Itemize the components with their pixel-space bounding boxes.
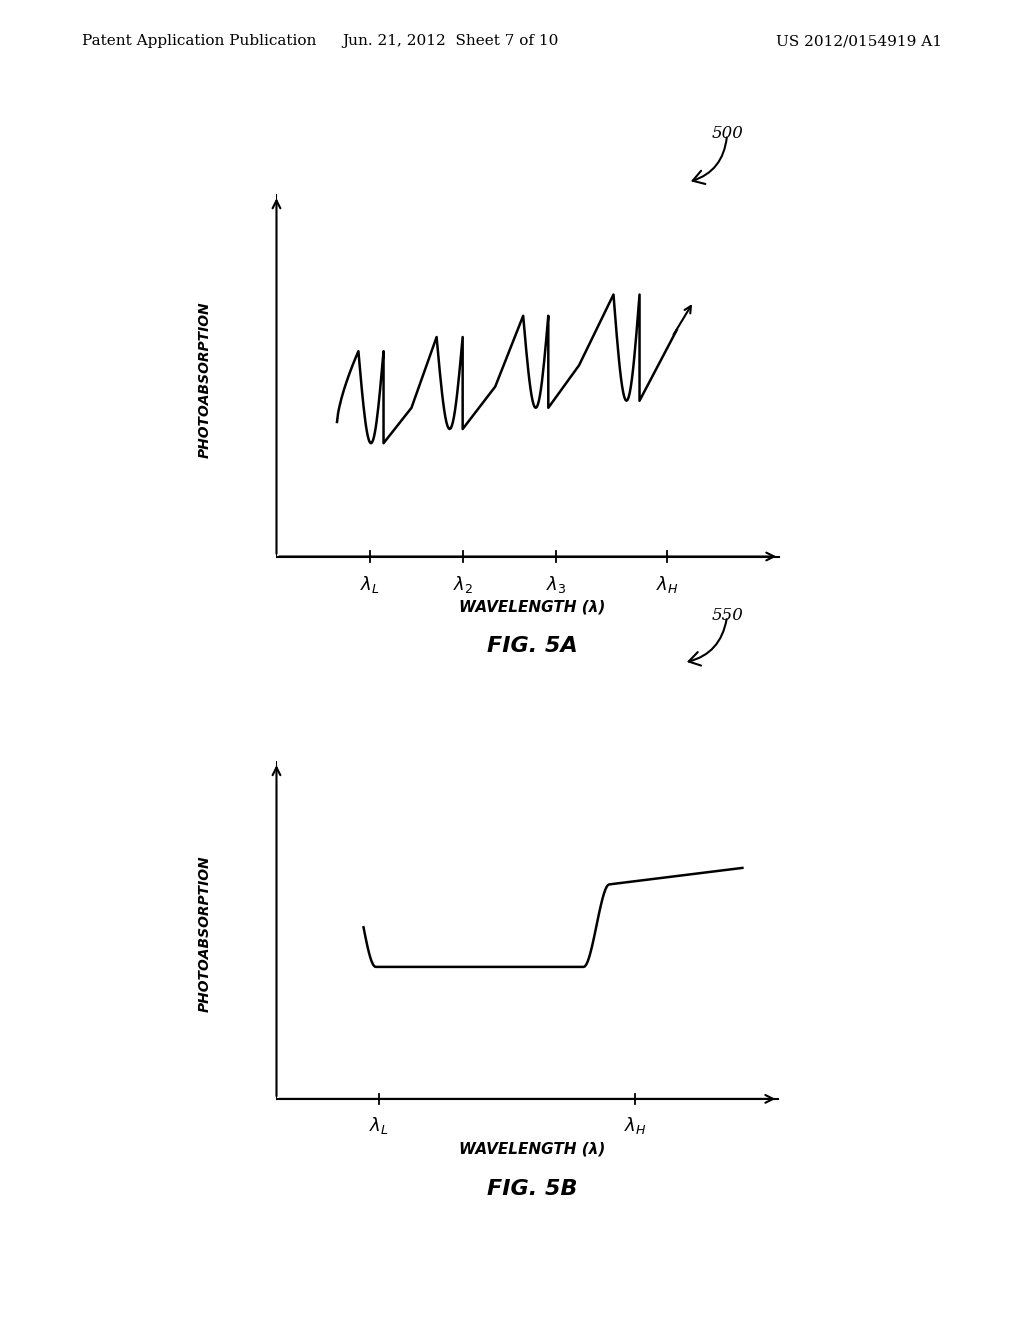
Text: FIG. 5B: FIG. 5B: [487, 1179, 578, 1199]
Text: $\lambda_L$: $\lambda_L$: [369, 1115, 389, 1137]
Text: $\lambda_3$: $\lambda_3$: [546, 574, 566, 595]
Text: WAVELENGTH (λ): WAVELENGTH (λ): [460, 1142, 605, 1156]
Text: WAVELENGTH (λ): WAVELENGTH (λ): [460, 599, 605, 614]
Text: PHOTOABSORPTION: PHOTOABSORPTION: [198, 301, 212, 458]
Text: $\lambda_H$: $\lambda_H$: [656, 574, 679, 595]
Text: 500: 500: [712, 125, 743, 143]
Text: PHOTOABSORPTION: PHOTOABSORPTION: [198, 855, 212, 1012]
Text: Jun. 21, 2012  Sheet 7 of 10: Jun. 21, 2012 Sheet 7 of 10: [342, 34, 559, 49]
Text: 550: 550: [712, 607, 743, 624]
Text: $\lambda_L$: $\lambda_L$: [359, 574, 380, 595]
Text: Patent Application Publication: Patent Application Publication: [82, 34, 316, 49]
Text: $\lambda_2$: $\lambda_2$: [453, 574, 473, 595]
Text: US 2012/0154919 A1: US 2012/0154919 A1: [776, 34, 942, 49]
Text: $\lambda_H$: $\lambda_H$: [624, 1115, 646, 1137]
Text: FIG. 5A: FIG. 5A: [487, 636, 578, 656]
